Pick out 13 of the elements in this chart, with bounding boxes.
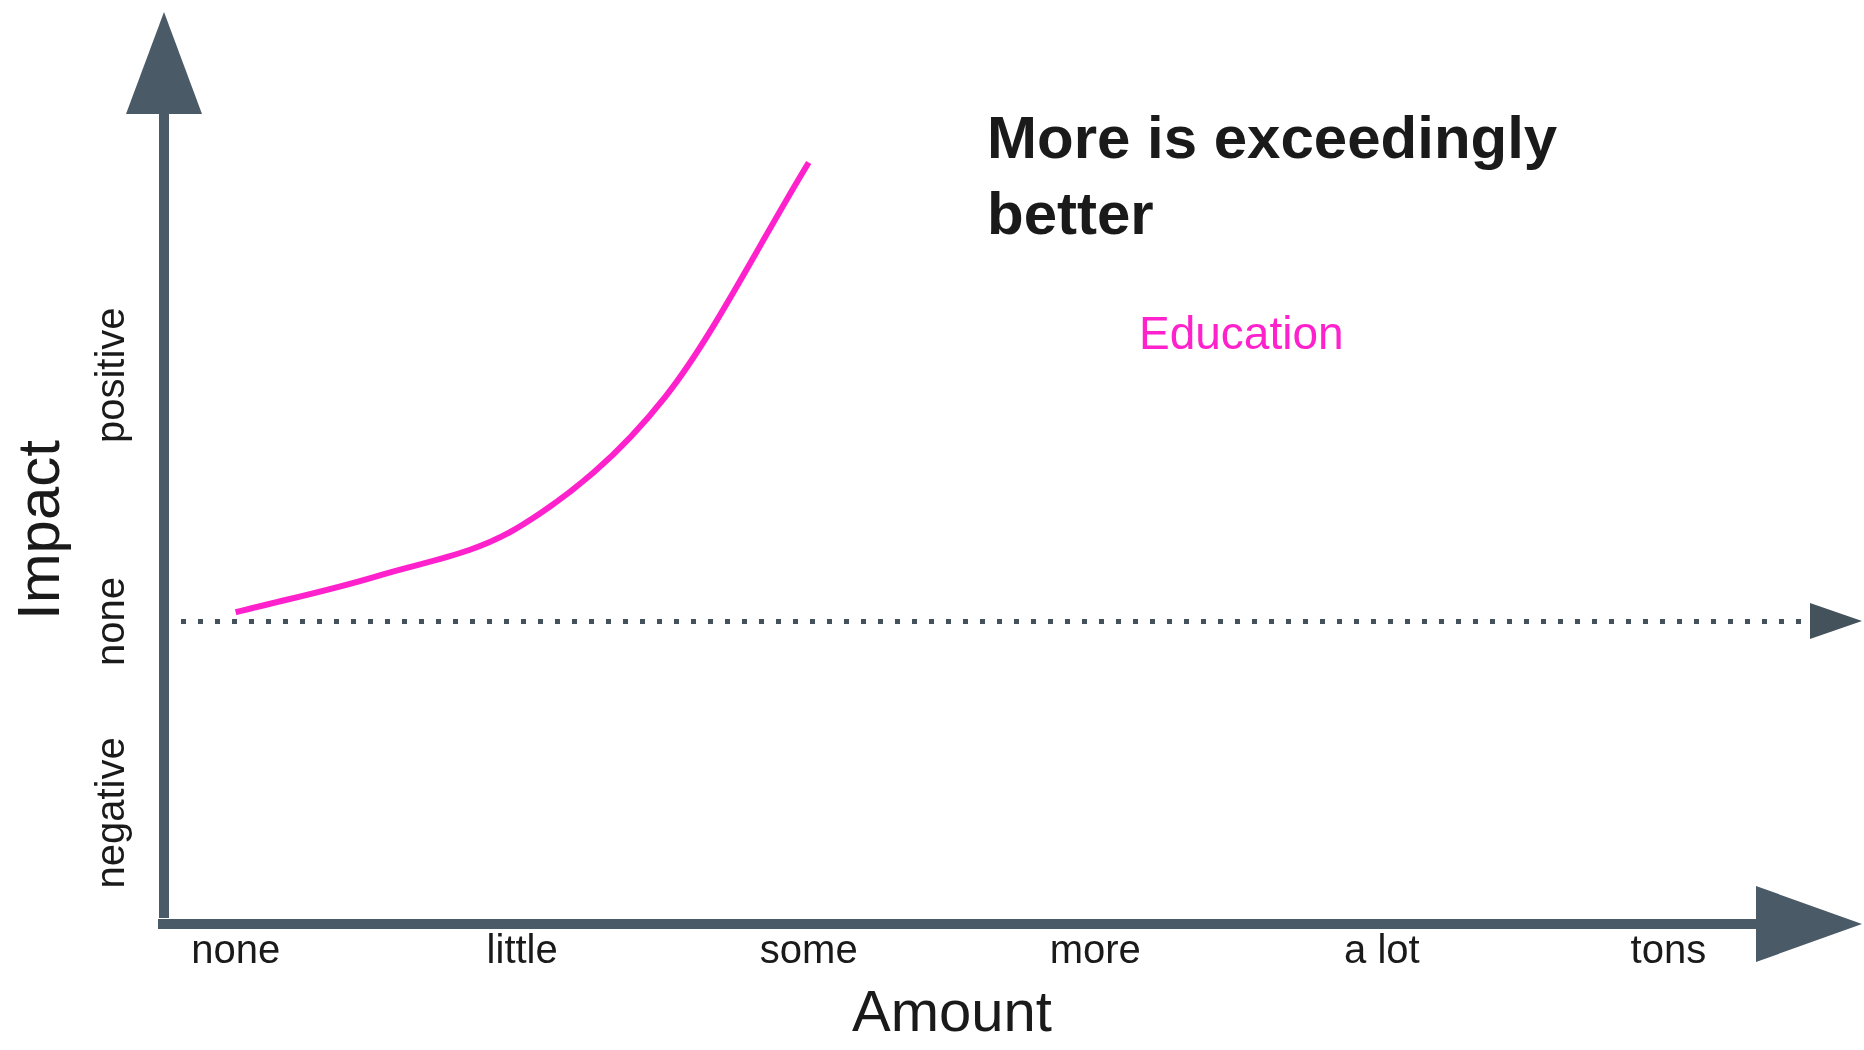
text: negative <box>88 737 133 889</box>
chart-title: More is exceedingly better <box>987 103 1559 249</box>
text: positive <box>88 307 133 444</box>
x-tick-label: little <box>486 927 558 972</box>
x-tick-label: a lot <box>1344 927 1420 972</box>
y-axis-title: Impact <box>4 439 72 621</box>
x-axis-title: Amount <box>852 978 1052 1044</box>
x-tick-label: none <box>191 927 281 972</box>
x-tick-label: tons <box>1630 927 1707 972</box>
x-tick-label: more <box>1049 927 1141 972</box>
ref-line-label: none <box>88 576 133 666</box>
x-tick-label: some <box>759 927 858 972</box>
text: Education <box>1139 306 1344 359</box>
